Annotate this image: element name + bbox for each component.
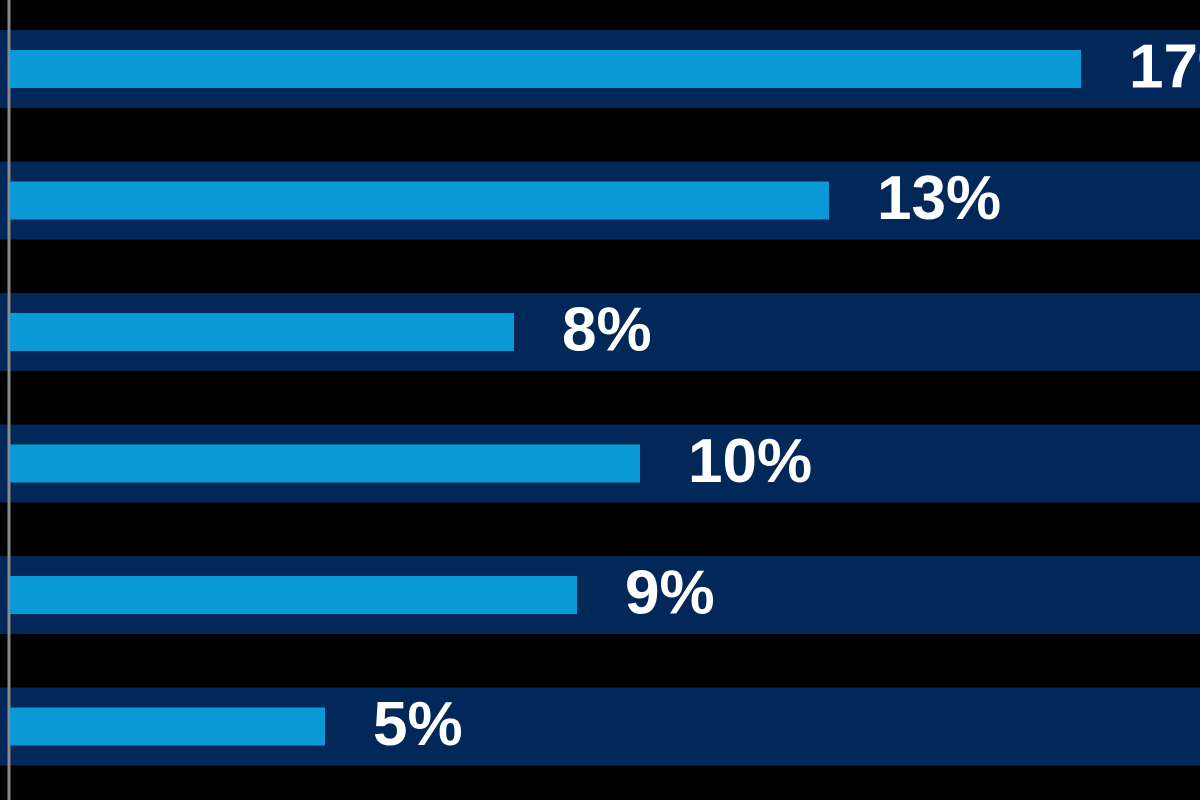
value-label: 5% (373, 690, 463, 759)
bar (10, 444, 640, 483)
bar (10, 707, 325, 746)
value-label: 17% (1129, 32, 1200, 101)
value-label: 13% (877, 164, 1001, 233)
bar (10, 181, 829, 220)
value-label: 10% (688, 427, 812, 496)
value-label: 9% (625, 558, 715, 627)
bar (10, 313, 514, 351)
bar (10, 576, 577, 614)
value-label: 8% (562, 295, 652, 364)
bar (10, 50, 1081, 88)
